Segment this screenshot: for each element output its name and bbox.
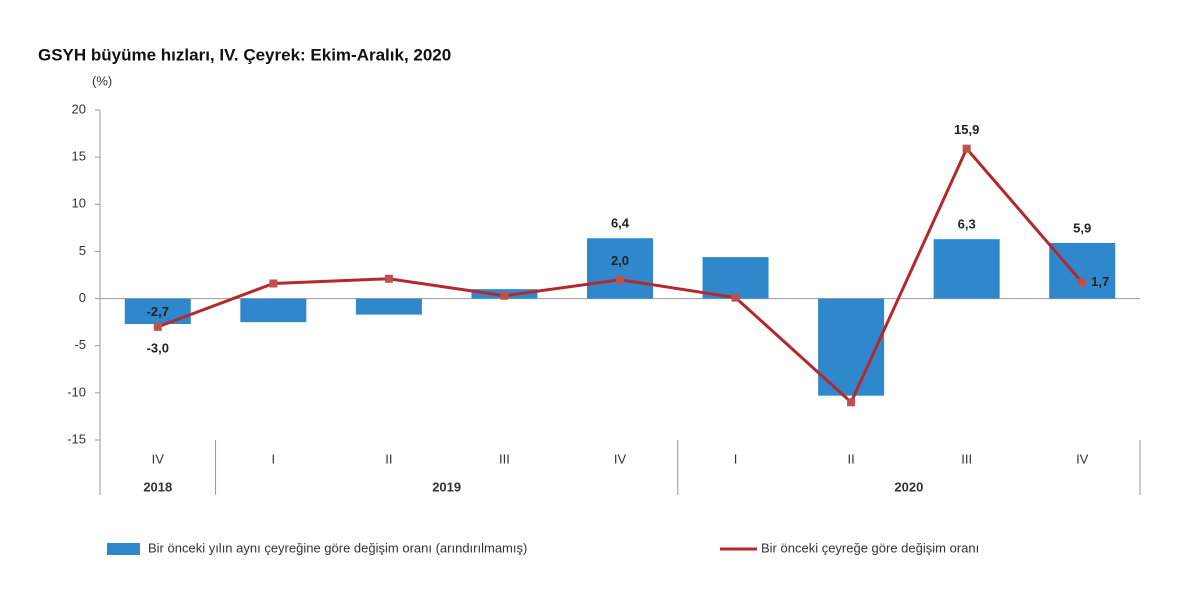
x-tick-label: IV: [614, 451, 627, 466]
bar-value-label: -2,7: [147, 304, 169, 319]
marker: [500, 291, 509, 300]
y-tick-label: 10: [72, 196, 86, 211]
x-tick-label: I: [272, 451, 276, 466]
y-tick-label: 5: [79, 243, 86, 258]
bar-value-label: 6,3: [958, 217, 976, 232]
year-label: 2020: [894, 479, 923, 494]
y-tick-label: -10: [67, 384, 86, 399]
x-tick-label: IV: [1076, 451, 1089, 466]
bar: [933, 239, 1000, 299]
year-label: 2018: [143, 479, 172, 494]
marker: [847, 398, 856, 407]
marker: [153, 322, 162, 331]
x-tick-label: II: [847, 451, 854, 466]
marker: [384, 274, 393, 283]
x-tick-label: III: [499, 451, 510, 466]
y-tick-label: -5: [74, 337, 86, 352]
y-axis-label: (%): [92, 73, 112, 88]
bar: [355, 298, 422, 315]
marker: [731, 293, 740, 302]
y-tick-label: 0: [79, 290, 86, 305]
marker: [962, 144, 971, 153]
bar-value-label: 6,4: [611, 216, 630, 231]
line-value-label: -3,0: [147, 340, 169, 355]
y-tick-label: -15: [67, 431, 86, 446]
bar: [587, 238, 653, 299]
line-value-label: 2,0: [611, 253, 629, 268]
legend-swatch: [107, 543, 140, 555]
x-tick-label: III: [961, 451, 972, 466]
line-value-label: 1,7: [1091, 274, 1109, 289]
bar: [818, 298, 885, 396]
bar: [240, 298, 307, 323]
y-tick-label: 15: [72, 149, 86, 164]
marker: [269, 279, 278, 288]
year-label: 2019: [432, 479, 461, 494]
bar: [1049, 242, 1116, 299]
y-tick-label: 20: [72, 101, 86, 116]
chart-title: GSYH büyüme hızları, IV. Çeyrek: Ekim-Ar…: [38, 45, 451, 64]
x-tick-label: II: [385, 451, 392, 466]
marker: [616, 275, 624, 284]
line-value-label: 15,9: [954, 122, 979, 137]
x-tick-label: I: [734, 451, 738, 466]
legend-label: Bir önceki çeyreğe göre değişim oranı: [761, 540, 979, 555]
bar-value-label: 5,9: [1073, 220, 1091, 235]
bar: [702, 257, 769, 299]
marker: [1078, 278, 1087, 287]
x-tick-label: IV: [152, 451, 165, 466]
legend-label: Bir önceki yılın aynı çeyreğine göre değ…: [148, 540, 527, 555]
